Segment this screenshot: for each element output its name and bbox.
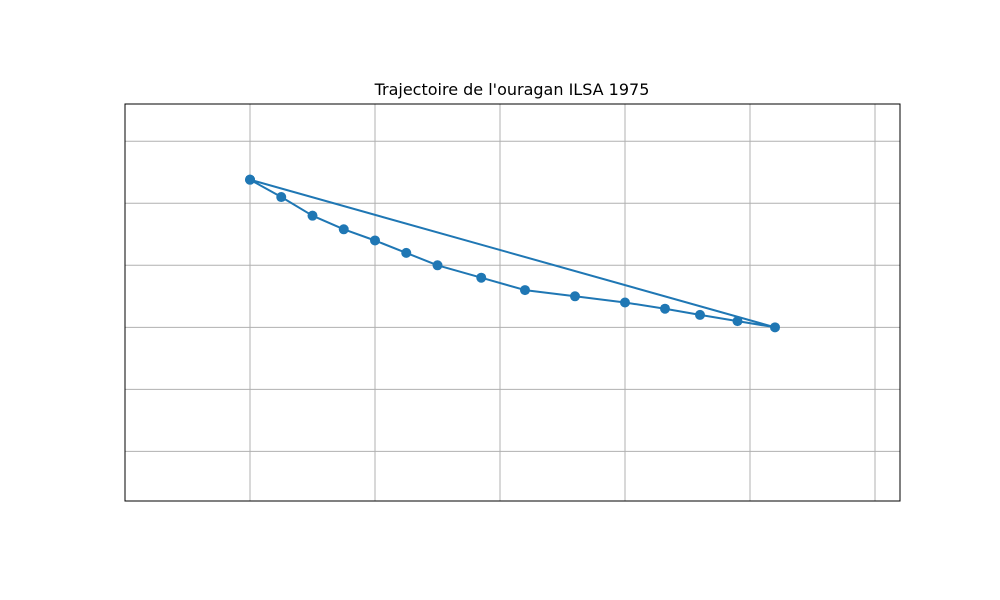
track-point (370, 235, 380, 246)
track-point (570, 291, 580, 302)
track-point (620, 297, 630, 308)
track-point (276, 192, 287, 203)
track-point (520, 285, 530, 296)
grid (125, 104, 900, 501)
chart-title: Trajectoire de l'ouragan ILSA 1975 (374, 80, 650, 99)
track-point (660, 303, 670, 314)
track-point (732, 316, 743, 327)
series-line-0 (249, 178, 776, 329)
series-track (245, 174, 780, 333)
track-point (476, 272, 487, 283)
track-point (770, 322, 780, 333)
track-point (338, 224, 349, 235)
plot-frame (124, 103, 901, 502)
track-point (432, 260, 443, 271)
track-point (401, 247, 412, 258)
track-point (695, 309, 705, 320)
track-point (245, 174, 255, 185)
track-point (307, 210, 318, 221)
